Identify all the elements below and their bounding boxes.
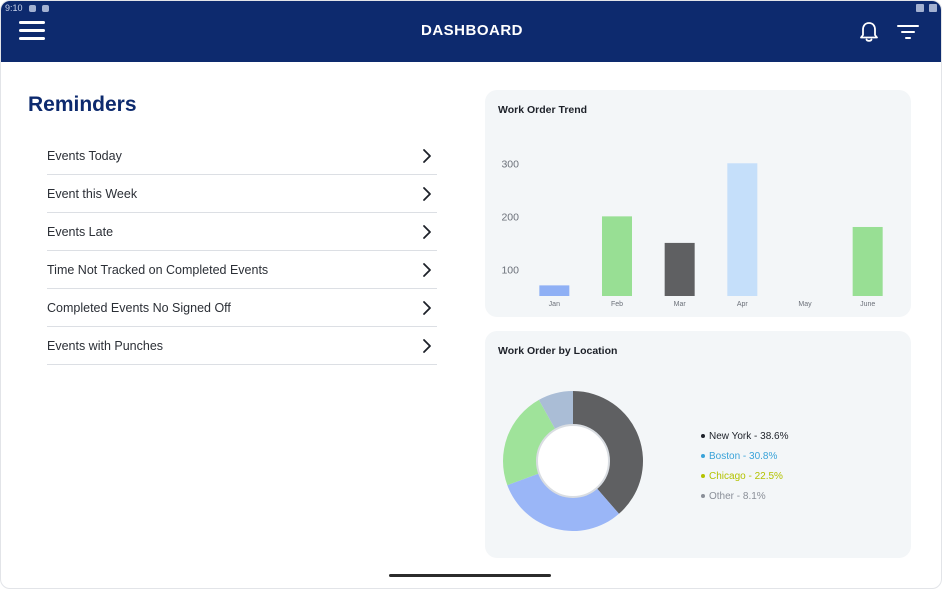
location-card-title: Work Order by Location [498,345,618,357]
y-tick-label: 100 [501,264,519,276]
bar-feb [602,216,632,296]
status-notification-icon [28,4,36,12]
home-indicator[interactable] [389,574,551,577]
legend-label: Other - 8.1% [709,490,766,502]
status-app-icon [41,4,49,12]
battery-icon [929,4,937,12]
x-tick-label: June [860,301,875,308]
legend-label: Chicago - 22.5% [709,470,783,482]
wifi-icon [916,4,924,12]
chevron-right-icon [423,301,431,315]
y-tick-label: 200 [501,211,519,223]
work-order-trend-chart: 100 200 300 Jan Feb Mar Apr May June [501,158,883,308]
chevron-right-icon [423,225,431,239]
bar-apr [727,163,758,296]
x-tick-label: Mar [674,301,687,308]
donut-slice [503,399,556,486]
reminder-label: Completed Events No Signed Off [47,300,231,315]
legend-dot [701,434,705,438]
filter-icon[interactable] [896,23,920,41]
reminder-events-with-punches[interactable]: Events with Punches [47,327,437,365]
status-time: 9:10 [5,3,23,13]
reminder-label: Events with Punches [47,338,164,353]
trend-card-title: Work Order Trend [498,104,588,116]
bar-jan [539,285,570,296]
reminder-time-not-tracked[interactable]: Time Not Tracked on Completed Events [47,251,437,289]
legend-dot [701,474,705,478]
reminders-heading: Reminders [28,93,137,116]
bell-icon[interactable] [858,20,880,44]
status-indicators [916,2,937,14]
work-order-location-chart [503,391,643,531]
reminder-label: Event this Week [47,186,138,201]
status-bar: 9:10 [5,2,49,14]
bar-june [852,226,883,296]
reminder-completed-no-signoff[interactable]: Completed Events No Signed Off [47,289,437,327]
legend-label: New York - 38.6% [709,430,789,442]
chevron-right-icon [423,187,431,201]
chevron-right-icon [423,339,431,353]
chevron-right-icon [423,149,431,163]
legend-dot [701,454,705,458]
legend-dot [701,494,705,498]
legend-label: Boston - 30.8% [709,450,778,462]
legend-item: Chicago - 22.5% [701,466,789,486]
chevron-right-icon [423,263,431,277]
reminder-events-late[interactable]: Events Late [47,213,437,251]
reminder-label: Time Not Tracked on Completed Events [47,262,269,277]
reminder-label: Events Today [47,148,122,163]
location-legend: New York - 38.6% Boston - 30.8% Chicago - … [701,426,789,506]
donut-slice [538,391,573,430]
reminder-label: Events Late [47,224,114,239]
reminder-event-this-week[interactable]: Event this Week [47,175,437,213]
legend-item: Boston - 30.8% [701,446,789,466]
reminders-list: Events Today Event this Week Events Late… [47,137,437,365]
hamburger-icon[interactable] [19,21,45,41]
legend-item: Other - 8.1% [701,486,789,506]
donut-hole [536,424,610,498]
bar-mar [664,242,695,296]
reminder-events-today[interactable]: Events Today [47,137,437,175]
x-tick-label: Jan [549,301,560,308]
app-bar: 9:10 DASHBOARD [1,1,941,62]
work-order-location-card: Work Order by Location New York - 38.6% B… [485,331,911,558]
donut-slice [507,473,619,531]
x-tick-label: Feb [611,301,623,308]
legend-item: New York - 38.6% [701,426,789,446]
y-tick-label: 300 [501,158,519,170]
work-order-trend-card: Work Order Trend 100 200 300 Jan Feb Mar Apr Ma… [485,90,911,317]
x-tick-label: May [798,301,812,308]
x-tick-label: Apr [737,301,749,308]
page-title: DASHBOARD [421,22,523,39]
